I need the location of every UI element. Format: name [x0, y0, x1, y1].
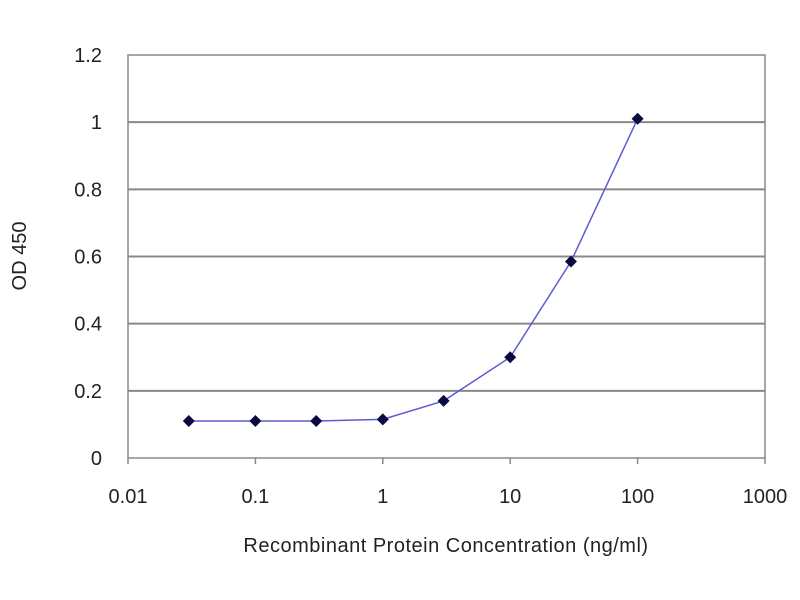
- series: [182, 112, 644, 428]
- x-axis-label: Recombinant Protein Concentration (ng/ml…: [243, 535, 648, 557]
- y-axis-label: OD 450: [9, 222, 31, 291]
- data-point: [564, 255, 577, 268]
- y-tick-label: 0.2: [74, 381, 102, 403]
- x-tick-labels: 0.01 0.1 1 10 100 1000: [109, 458, 788, 508]
- x-tick-label: 0.1: [241, 486, 269, 508]
- y-tick-labels: 0 0.2 0.4 0.6 0.8 1 1.2: [74, 45, 102, 470]
- x-tick-label: 1000: [743, 486, 788, 508]
- gridlines: [128, 121, 765, 392]
- data-point: [376, 413, 389, 426]
- x-tick-label: 100: [621, 486, 654, 508]
- y-tick-label: 0.8: [74, 179, 102, 201]
- data-point: [437, 394, 450, 407]
- data-point: [249, 415, 262, 428]
- data-point: [631, 112, 644, 125]
- plot-frame: [127, 54, 766, 459]
- y-tick-label: 0: [91, 448, 102, 470]
- y-tick-label: 0.6: [74, 247, 102, 269]
- y-tick-label: 0.4: [74, 314, 102, 336]
- y-tick-label: 1: [91, 112, 102, 134]
- x-tick-label: 0.01: [109, 486, 148, 508]
- x-tick-label: 1: [377, 486, 388, 508]
- data-point: [310, 415, 323, 428]
- series-line: [188, 118, 639, 422]
- data-point: [504, 351, 517, 364]
- y-tick-label: 1.2: [74, 45, 102, 67]
- data-point: [182, 415, 195, 428]
- x-tick-label: 10: [499, 486, 521, 508]
